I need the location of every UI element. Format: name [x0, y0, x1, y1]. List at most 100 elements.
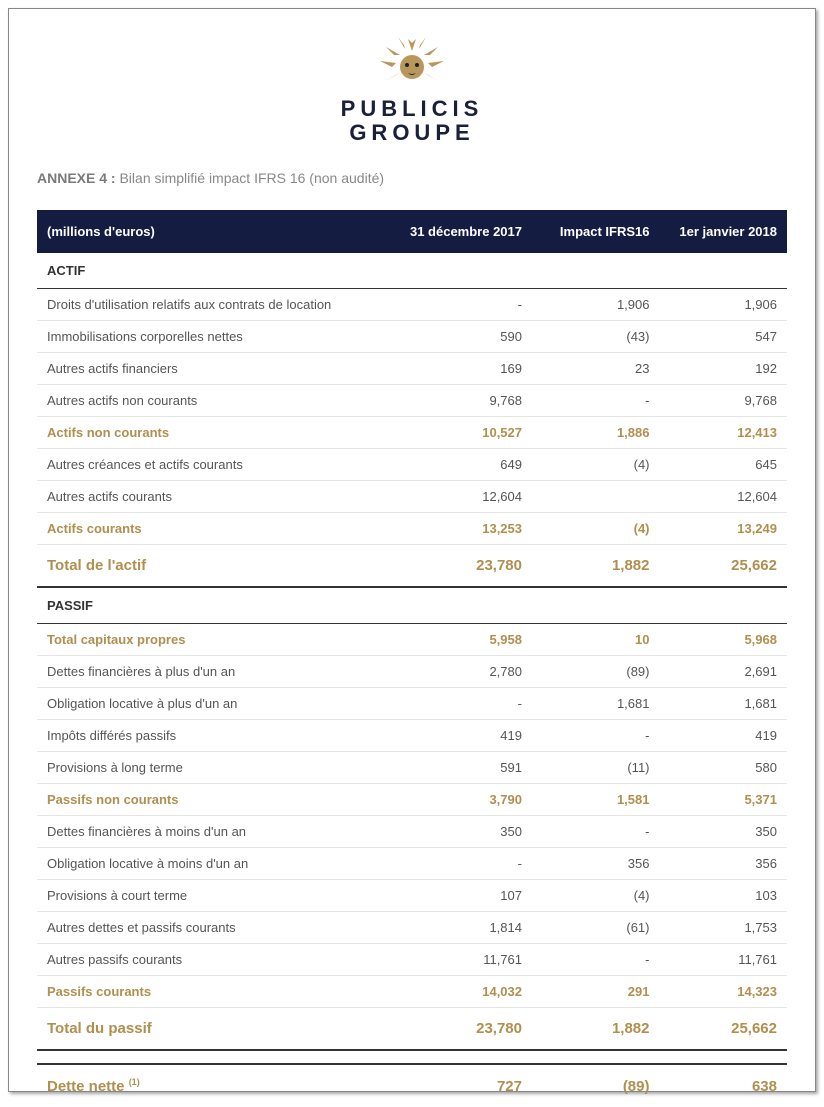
table-cell: Provisions à long terme	[37, 752, 382, 784]
table-cell: (43)	[532, 321, 660, 353]
table-row: Provisions à long terme591(11)580	[37, 752, 787, 784]
table-row	[37, 1050, 787, 1064]
table-cell: 11,761	[660, 944, 788, 976]
document-page: PUBLICIS GROUPE ANNEXE 4 : Bilan simplif…	[8, 8, 816, 1092]
table-cell: 1,814	[382, 912, 532, 944]
table-cell: Dette nette (1)	[37, 1064, 382, 1107]
table-cell: ACTIF	[37, 253, 382, 289]
table-cell: 23,780	[382, 1008, 532, 1051]
table-cell: 5,968	[660, 624, 788, 656]
table-cell: 2,780	[382, 656, 532, 688]
table-cell: 1,906	[660, 289, 788, 321]
table-cell: 356	[532, 848, 660, 880]
table-cell: Obligation locative à plus d'un an	[37, 688, 382, 720]
table-cell: 291	[532, 976, 660, 1008]
table-cell: 23	[532, 353, 660, 385]
table-cell	[660, 587, 788, 624]
table-cell: -	[382, 289, 532, 321]
table-cell: 10	[532, 624, 660, 656]
table-row: Impôts différés passifs419-419	[37, 720, 787, 752]
table-cell	[382, 587, 532, 624]
table-cell: (4)	[532, 449, 660, 481]
col-header-label: (millions d'euros)	[37, 210, 382, 253]
table-cell: Autres créances et actifs courants	[37, 449, 382, 481]
table-cell: (4)	[532, 513, 660, 545]
table-cell: Passifs non courants	[37, 784, 382, 816]
logo-text-line2: GROUPE	[37, 120, 787, 146]
table-cell: 23,780	[382, 545, 532, 588]
table-row: Actifs non courants10,5271,88612,413	[37, 417, 787, 449]
table-cell: Actifs courants	[37, 513, 382, 545]
table-cell: (11)	[532, 752, 660, 784]
table-cell: Dettes financières à plus d'un an	[37, 656, 382, 688]
table-row: Obligation locative à moins d'un an-3563…	[37, 848, 787, 880]
table-cell	[660, 1050, 788, 1064]
table-cell: 107	[382, 880, 532, 912]
table-row: PASSIF	[37, 587, 787, 624]
table-cell: 1,906	[532, 289, 660, 321]
table-cell: 9,768	[660, 385, 788, 417]
table-cell: 645	[660, 449, 788, 481]
table-cell: Autres dettes et passifs courants	[37, 912, 382, 944]
publicis-lion-icon	[372, 33, 452, 92]
annex-label: ANNEXE 4 :	[37, 170, 116, 186]
table-cell: 103	[660, 880, 788, 912]
table-cell: 13,249	[660, 513, 788, 545]
table-cell: (61)	[532, 912, 660, 944]
table-row: Actifs courants13,253(4)13,249	[37, 513, 787, 545]
table-cell: 638	[660, 1064, 788, 1107]
table-cell: 727	[382, 1064, 532, 1107]
table-row: Autres passifs courants11,761-11,761	[37, 944, 787, 976]
table-cell: -	[532, 385, 660, 417]
table-cell: Autres actifs non courants	[37, 385, 382, 417]
table-cell	[382, 1050, 532, 1064]
table-cell: Autres actifs financiers	[37, 353, 382, 385]
table-cell: 1,681	[532, 688, 660, 720]
table-cell: -	[382, 848, 532, 880]
table-cell: Autres passifs courants	[37, 944, 382, 976]
table-cell: 14,323	[660, 976, 788, 1008]
table-row: Autres actifs courants12,60412,604	[37, 481, 787, 513]
table-cell	[532, 587, 660, 624]
table-cell: 5,371	[660, 784, 788, 816]
table-cell	[532, 253, 660, 289]
table-cell: Dettes financières à moins d'un an	[37, 816, 382, 848]
table-row: Autres dettes et passifs courants1,814(6…	[37, 912, 787, 944]
table-cell: 5,958	[382, 624, 532, 656]
table-row: Passifs courants14,03229114,323	[37, 976, 787, 1008]
col-header-dec2017: 31 décembre 2017	[382, 210, 532, 253]
table-cell	[532, 1050, 660, 1064]
table-cell: 25,662	[660, 1008, 788, 1051]
table-cell: 590	[382, 321, 532, 353]
table-cell: 12,604	[660, 481, 788, 513]
table-cell: PASSIF	[37, 587, 382, 624]
table-cell: 14,032	[382, 976, 532, 1008]
table-row: Autres actifs financiers16923192	[37, 353, 787, 385]
table-cell: 1,882	[532, 1008, 660, 1051]
table-body: ACTIFDroits d'utilisation relatifs aux c…	[37, 253, 787, 1107]
table-cell: Impôts différés passifs	[37, 720, 382, 752]
table-row: Dette nette (1)727(89)638	[37, 1064, 787, 1107]
table-row: ACTIF	[37, 253, 787, 289]
table-cell: 1,681	[660, 688, 788, 720]
table-row: Total capitaux propres5,958105,968	[37, 624, 787, 656]
table-cell	[532, 481, 660, 513]
col-header-jan2018: 1er janvier 2018	[660, 210, 788, 253]
table-cell: 10,527	[382, 417, 532, 449]
table-cell: (4)	[532, 880, 660, 912]
table-cell: Immobilisations corporelles nettes	[37, 321, 382, 353]
table-cell: 1,886	[532, 417, 660, 449]
table-cell: 350	[660, 816, 788, 848]
annex-title: ANNEXE 4 : Bilan simplifié impact IFRS 1…	[37, 170, 787, 186]
table-cell: 419	[382, 720, 532, 752]
logo-text-line1: PUBLICIS	[37, 96, 787, 122]
table-cell: 1,581	[532, 784, 660, 816]
table-row: Total de l'actif23,7801,88225,662	[37, 545, 787, 588]
table-cell: -	[382, 688, 532, 720]
table-row: Total du passif23,7801,88225,662	[37, 1008, 787, 1051]
table-cell: (89)	[532, 656, 660, 688]
table-row: Passifs non courants3,7901,5815,371	[37, 784, 787, 816]
logo-block: PUBLICIS GROUPE	[37, 33, 787, 146]
table-cell	[382, 253, 532, 289]
table-cell: 591	[382, 752, 532, 784]
